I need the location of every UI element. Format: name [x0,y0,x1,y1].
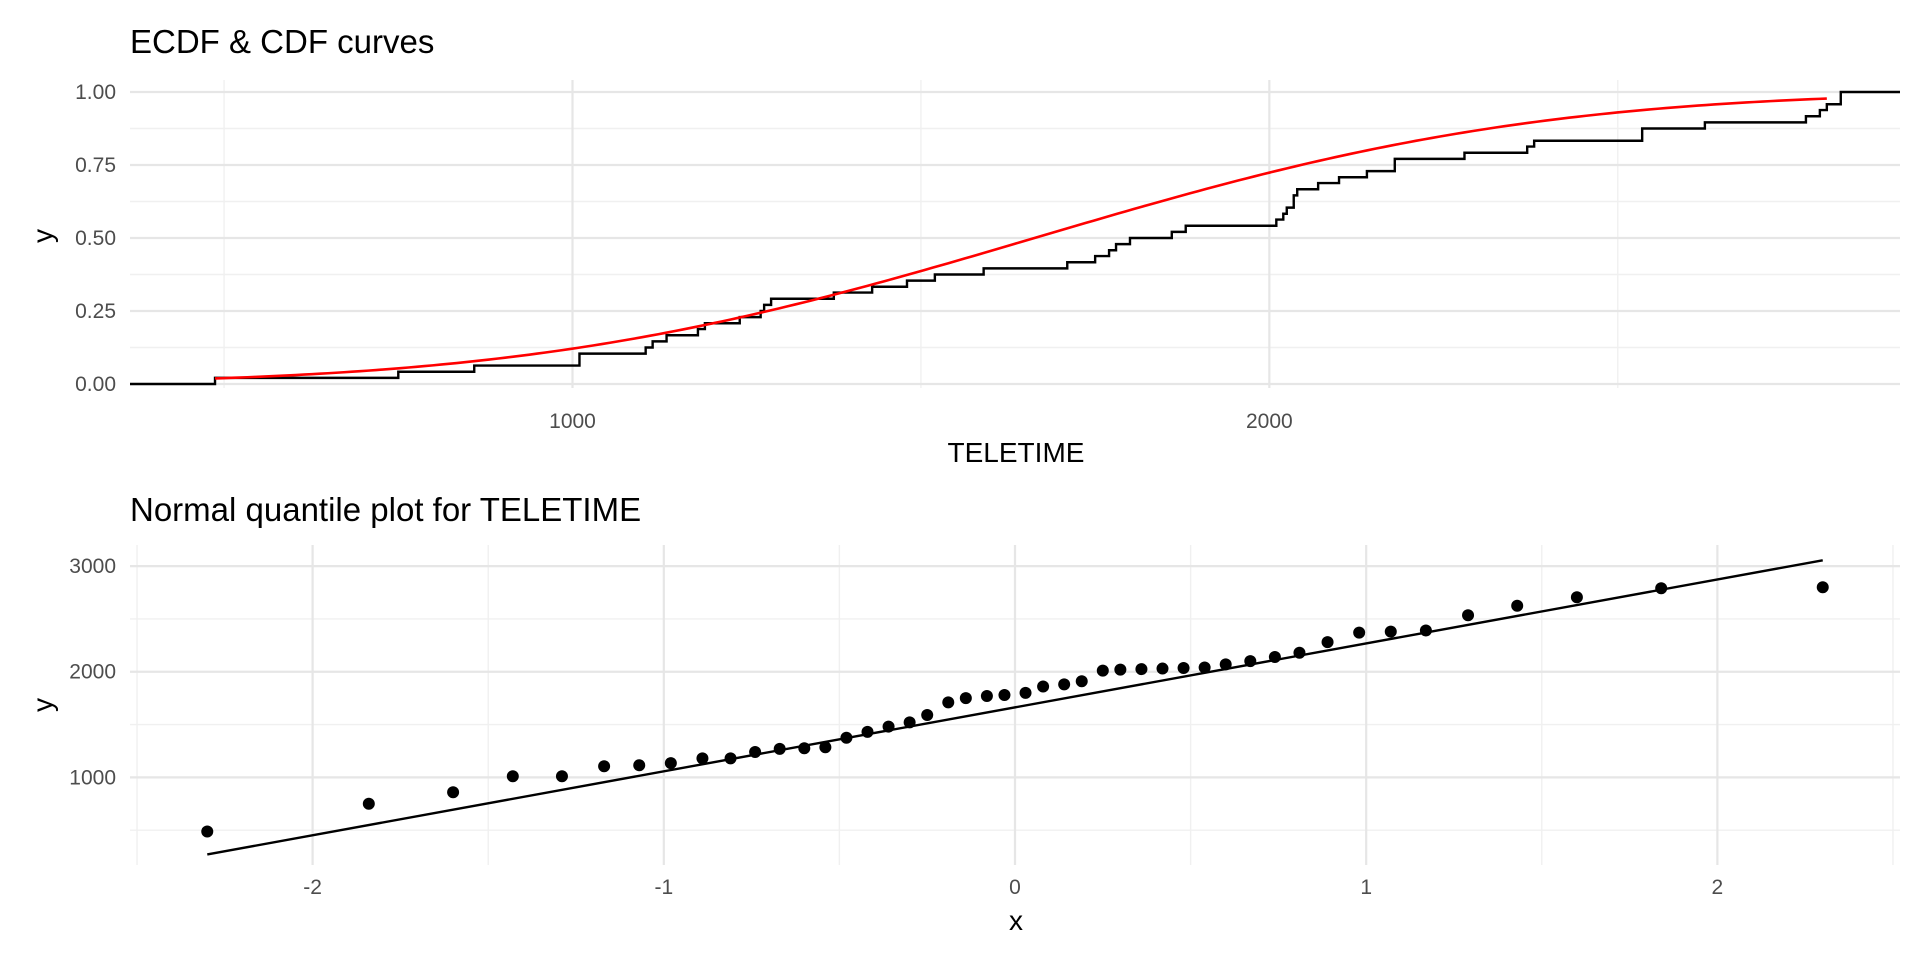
qq-point [1244,655,1257,668]
qq-point [1816,581,1829,594]
qq-gridlines [130,545,1900,865]
qq-x-axis-title: x [1009,905,1023,936]
qq-point [724,752,737,765]
qq-point [1177,662,1190,675]
qq-point [598,760,611,773]
qq-point [1268,650,1281,663]
normal-cdf-curve [214,97,1827,380]
qq-point [773,742,786,755]
qq-point [1511,599,1524,612]
qq-x-tick-label: -1 [654,876,673,899]
qq-point [1114,663,1127,676]
qq-point [903,716,916,729]
ecdf-y-tick-label: 0.75 [75,154,116,177]
qq-point [998,688,1011,701]
qq-point [1219,658,1232,671]
qq-point [696,752,709,765]
ecdf-gridlines [130,80,1900,388]
qq-point [1058,678,1071,691]
qq-point [819,741,832,754]
qq-y-tick-labels: 1000 2000 3000 [69,555,116,789]
qq-point [749,746,762,758]
qq-point [840,731,853,744]
qq-chart-title: Normal quantile plot for TELETIME [130,491,641,528]
qq-point [1293,646,1306,659]
qq-point [664,757,677,770]
qq-point [633,759,646,772]
qq-point [447,786,460,799]
qq-point [882,720,895,733]
qq-point [1321,636,1334,649]
ecdf-x-axis-title: TELETIME [948,437,1085,468]
qq-x-tick-label: -2 [303,876,322,899]
qq-point [1135,663,1148,676]
qq-point [362,797,375,810]
qq-point [1075,675,1088,688]
qq-point [861,725,874,738]
ecdf-x-tick-label: 1000 [549,410,596,433]
ecdf-y-tick-label: 0.00 [75,373,116,396]
qq-point [1462,609,1475,622]
qq-point [1570,591,1583,604]
qq-point [959,692,972,705]
qq-point [942,696,955,709]
qq-panel: Normal quantile plot for TELETIME 100020… [27,491,1900,936]
qq-point [1655,582,1668,595]
ecdf-x-tick-labels: 1000 2000 [549,410,1293,433]
ecdf-y-axis-title: y [27,229,58,243]
qq-point [1198,661,1211,674]
ecdf-chart-title: ECDF & CDF curves [130,23,434,60]
qq-x-tick-labels: -2 -1 0 1 2 [303,876,1723,899]
qq-point [1353,626,1366,639]
ecdf-y-tick-label: 1.00 [75,81,116,104]
qq-point [1096,664,1109,677]
qq-point [555,770,568,783]
ecdf-y-tick-labels: 0.00 0.25 0.50 0.75 1.00 [75,81,116,396]
ecdf-cdf-panel: ECDF & CDF curves 0.00 0.25 0.50 0.75 1.00 1… [27,23,1900,468]
qq-x-tick-label: 0 [1009,876,1021,899]
qq-x-tick-label: 1 [1360,876,1372,899]
qq-point [1037,680,1050,693]
qq-y-axis-title: y [27,698,58,712]
ecdf-step-line [130,90,1900,386]
qq-y-tick-label: 3000 [69,555,116,578]
qq-point [201,825,214,838]
ecdf-plot-area [130,90,1900,386]
qq-point [506,770,519,783]
ecdf-y-tick-label: 0.50 [75,227,116,250]
qq-point [1419,624,1432,637]
qq-point [1019,686,1032,699]
qq-y-tick-label: 2000 [69,661,116,684]
qq-reference-line [207,559,1823,856]
qq-point [921,709,934,722]
ecdf-y-tick-label: 0.25 [75,300,116,323]
qq-point [1156,662,1169,675]
qq-plot-area [201,559,1829,856]
ecdf-x-tick-label: 2000 [1246,410,1293,433]
qq-point [798,742,811,755]
qq-x-tick-label: 2 [1712,876,1724,899]
qq-point [1384,625,1397,638]
qq-point [980,690,993,703]
qq-y-tick-label: 1000 [69,766,116,789]
